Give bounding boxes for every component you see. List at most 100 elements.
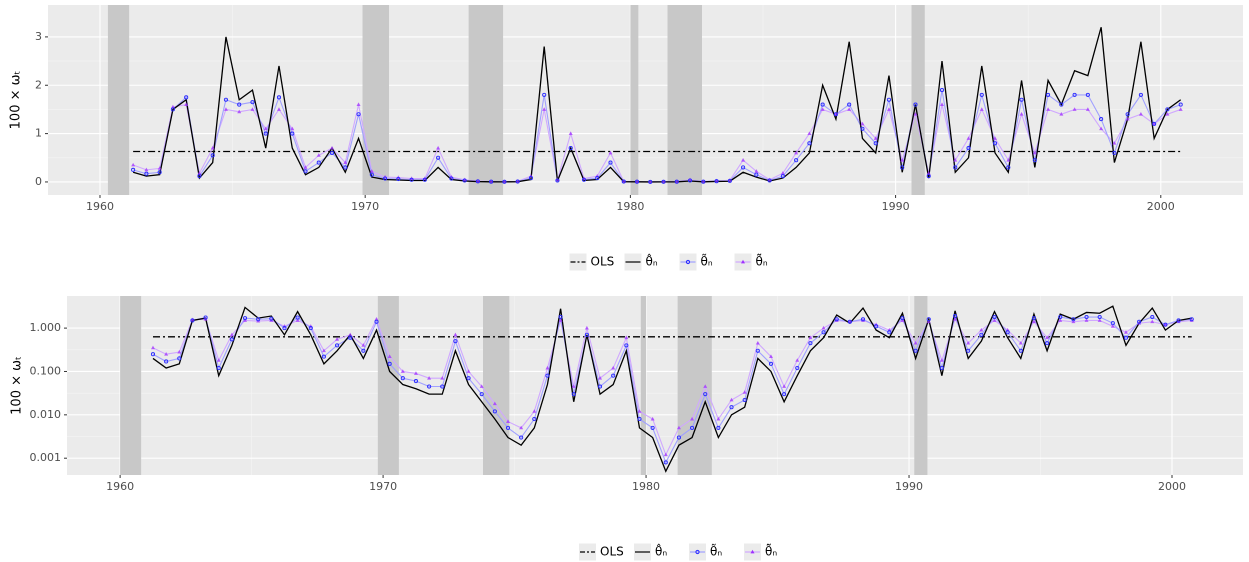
x-tick-label: 1980 <box>632 480 660 493</box>
point <box>767 177 772 182</box>
point <box>369 169 374 173</box>
point <box>703 384 708 388</box>
point <box>422 177 427 182</box>
point <box>1099 117 1104 122</box>
point <box>303 169 308 174</box>
point <box>263 126 268 131</box>
point <box>1178 102 1183 107</box>
point <box>1072 107 1077 111</box>
point <box>502 179 507 184</box>
point <box>584 332 589 337</box>
point <box>282 326 287 331</box>
point <box>820 102 825 107</box>
point <box>295 315 300 320</box>
point <box>755 348 760 353</box>
point <box>216 365 221 371</box>
point <box>953 165 958 170</box>
point <box>413 371 418 375</box>
legend-swatch <box>741 259 745 264</box>
legend-label: OLS <box>600 545 624 559</box>
point <box>528 176 533 181</box>
point <box>545 373 550 378</box>
point <box>348 332 353 337</box>
point <box>1006 165 1011 170</box>
y-tick-label: 1 <box>35 127 42 140</box>
point <box>1137 319 1142 324</box>
point <box>303 165 308 169</box>
point <box>436 155 441 160</box>
point <box>170 104 175 109</box>
point <box>1059 112 1064 116</box>
point <box>197 174 202 179</box>
point <box>1125 112 1130 117</box>
point <box>727 178 732 183</box>
y-tick-label: 3 <box>35 30 42 43</box>
point <box>926 317 931 322</box>
point <box>1112 150 1117 155</box>
point <box>860 121 865 126</box>
point <box>873 136 878 140</box>
point <box>650 416 655 421</box>
legend-label: OLS <box>591 255 615 269</box>
point <box>900 165 905 170</box>
point <box>794 150 799 155</box>
point <box>939 88 945 93</box>
point <box>374 319 379 324</box>
point <box>374 317 379 321</box>
x-tick-label: 1960 <box>86 200 114 213</box>
point <box>1032 150 1037 155</box>
point <box>1084 314 1089 320</box>
point <box>276 107 281 111</box>
point <box>1152 121 1157 126</box>
point <box>466 376 471 381</box>
point <box>440 375 445 380</box>
point <box>847 102 852 107</box>
point <box>1031 316 1036 321</box>
point <box>242 316 248 321</box>
point <box>953 157 958 162</box>
point <box>780 171 785 175</box>
point <box>992 314 997 320</box>
point <box>316 153 321 157</box>
x-tick-label: 1960 <box>106 480 134 493</box>
point <box>316 160 321 165</box>
legend-label: θ̃̃ₙ <box>765 543 777 558</box>
point <box>688 178 693 183</box>
point <box>637 409 642 413</box>
point <box>436 145 441 150</box>
point <box>979 107 984 111</box>
point <box>462 177 467 182</box>
point <box>1071 317 1076 322</box>
point <box>952 313 958 319</box>
point <box>1152 121 1157 126</box>
point <box>635 179 640 183</box>
point <box>703 392 708 397</box>
point <box>768 361 774 366</box>
point <box>502 179 507 184</box>
point <box>177 349 182 354</box>
point <box>621 179 626 184</box>
point <box>170 107 175 112</box>
recession-band <box>362 5 390 195</box>
recession-band <box>120 296 142 475</box>
y-axis-title: 100 × ωₜ <box>10 356 25 415</box>
point <box>674 179 679 184</box>
point <box>1059 102 1064 107</box>
point <box>634 179 640 184</box>
point <box>1058 314 1063 320</box>
point <box>427 384 432 389</box>
point <box>475 178 480 183</box>
point <box>237 102 242 107</box>
point <box>1045 341 1050 346</box>
point <box>335 337 340 341</box>
point <box>157 166 162 170</box>
series-line <box>152 305 1192 473</box>
point <box>237 109 242 114</box>
point <box>807 131 812 136</box>
point <box>190 318 195 323</box>
point <box>177 356 182 361</box>
legend-label: θ̃ₙ <box>701 253 713 268</box>
point <box>1018 348 1023 353</box>
point <box>1138 112 1143 116</box>
point <box>847 319 852 324</box>
